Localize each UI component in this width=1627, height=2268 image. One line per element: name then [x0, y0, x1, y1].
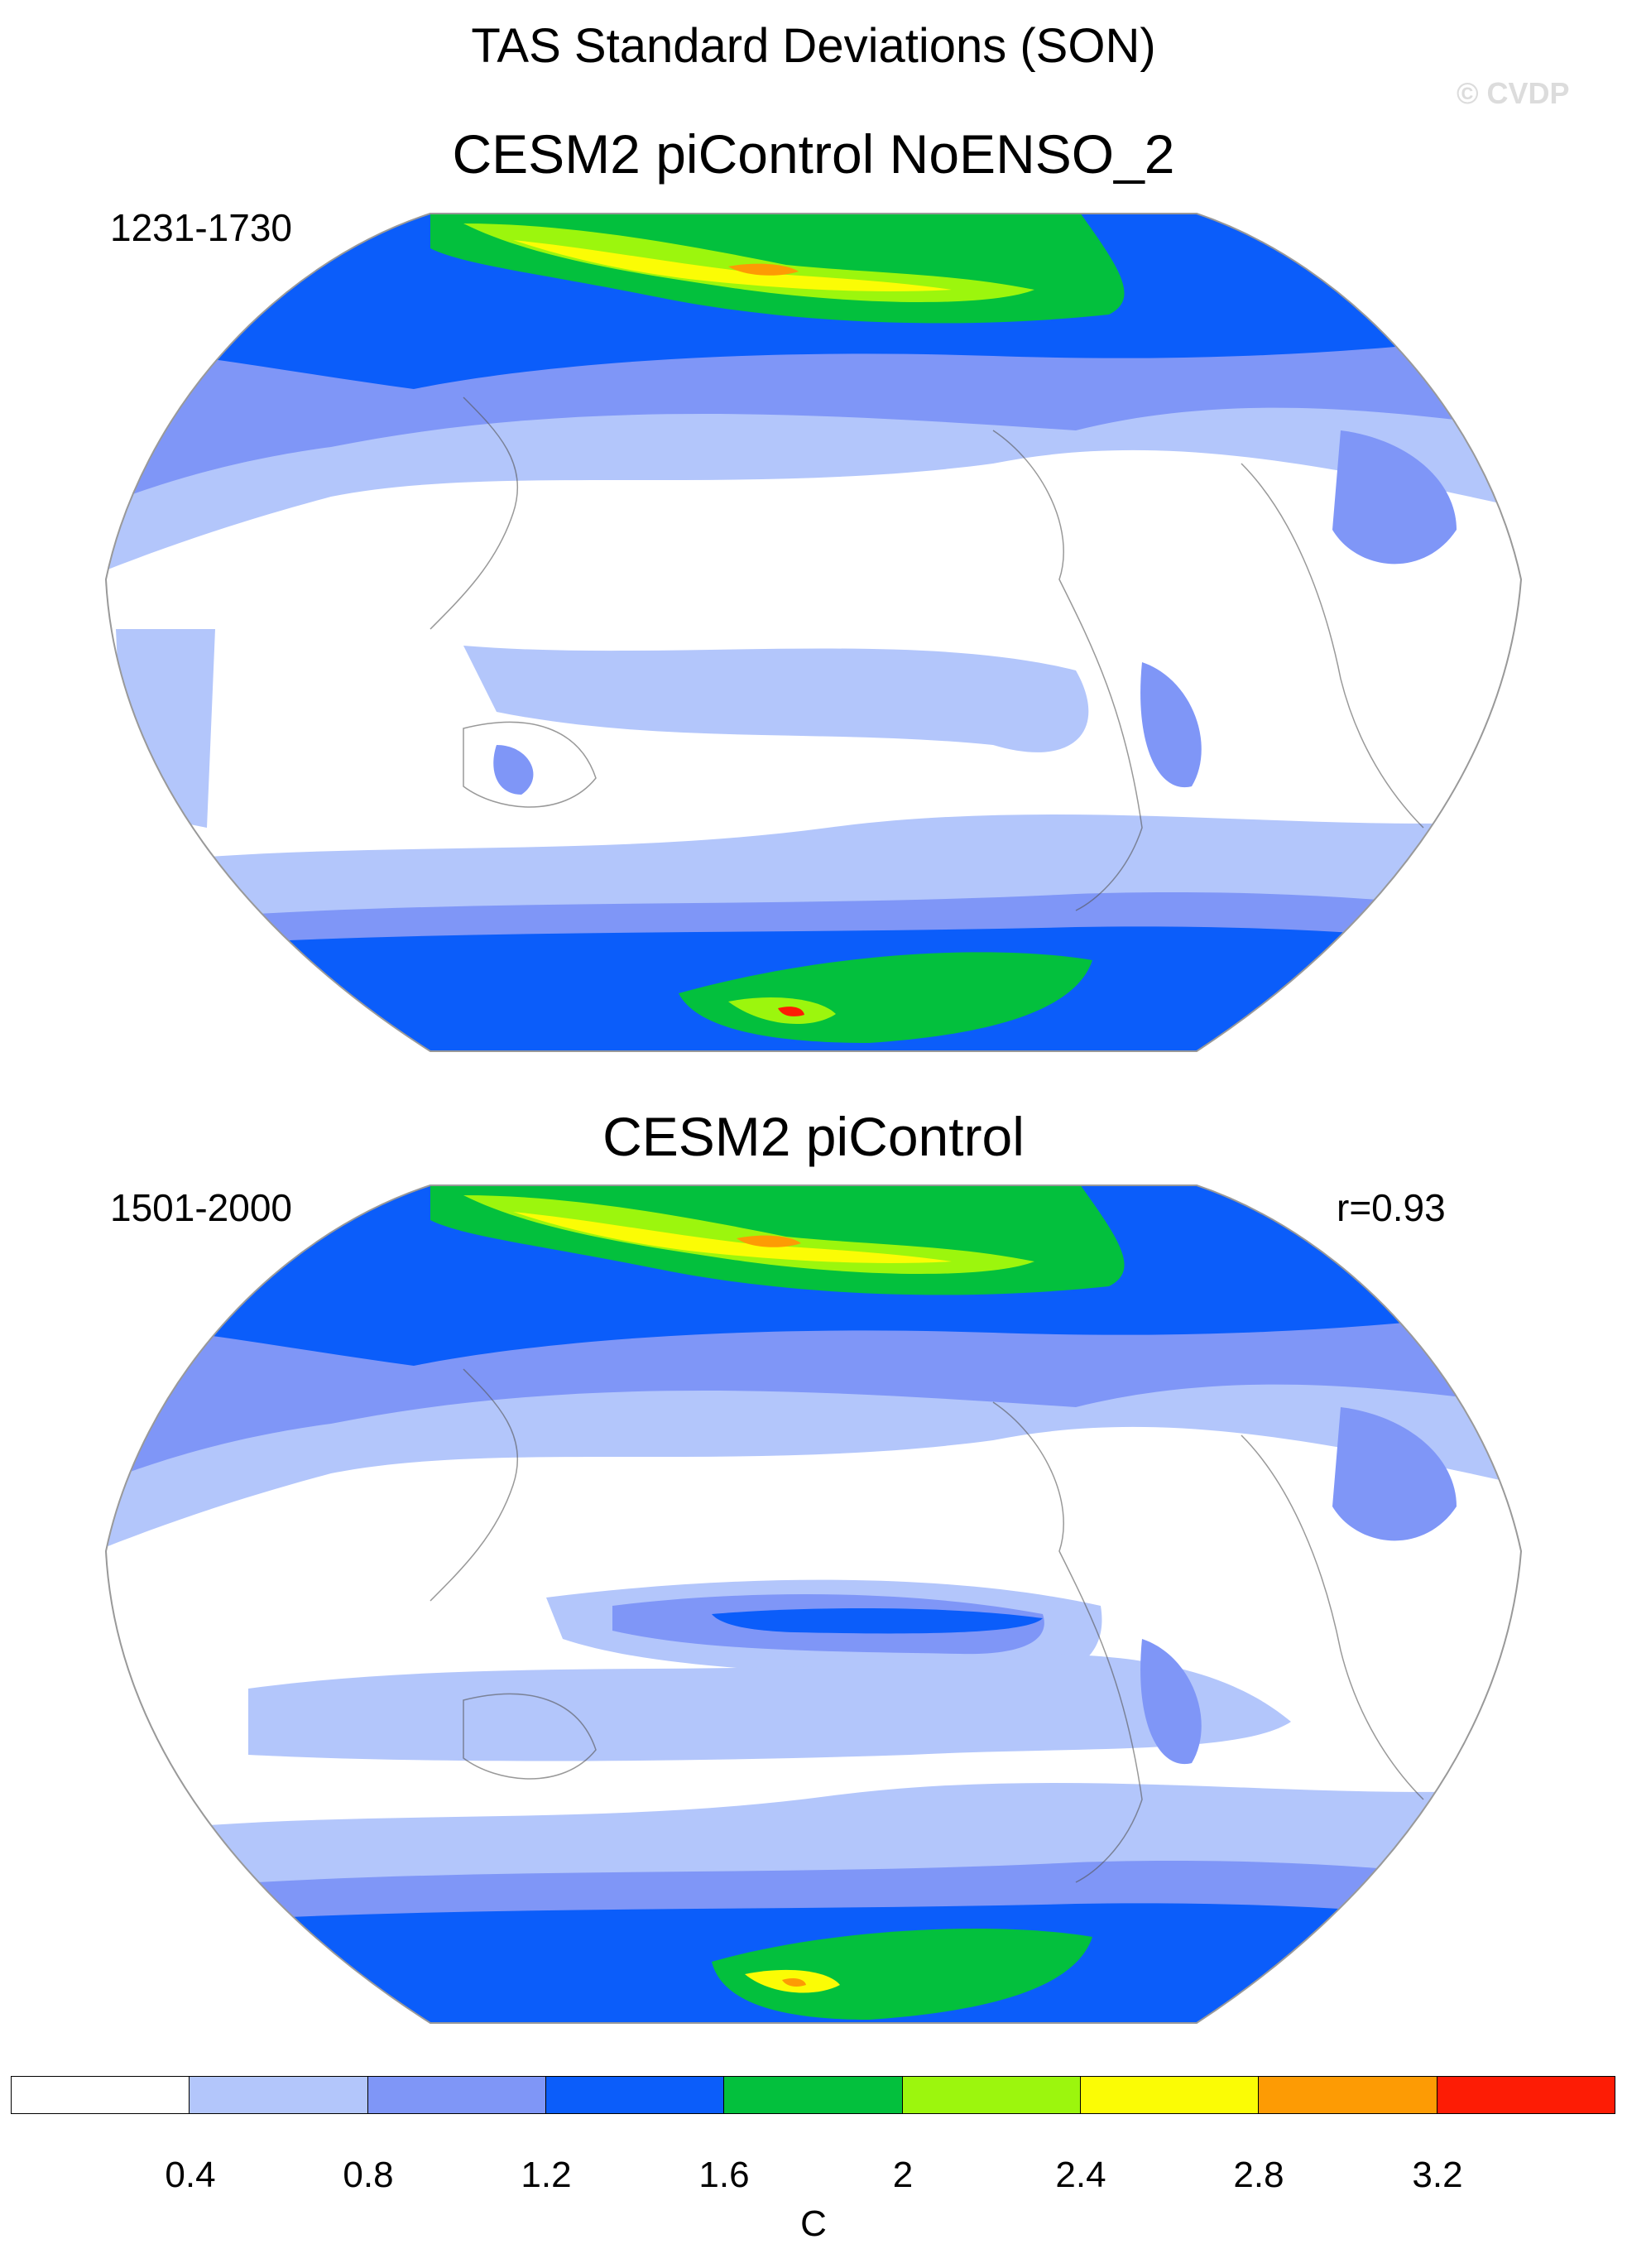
colorbar: [11, 2076, 1615, 2114]
colorbar-box-5: [901, 2076, 1081, 2114]
map-2-fill: [106, 1185, 1521, 2023]
map-1-fill: [106, 214, 1521, 1051]
colorbar-box-4: [723, 2076, 903, 2114]
panel-2-period: 1501-2000: [110, 1186, 292, 1229]
map-1-border: [104, 213, 1523, 1052]
colorbar-tick-label: 2.4: [1055, 2155, 1106, 2195]
map-1-coastlines: [430, 396, 1424, 911]
colorbar-tick-label: 1.2: [521, 2155, 572, 2195]
colorbar-box-7: [1258, 2076, 1437, 2114]
map-2-border: [104, 1184, 1523, 2024]
panel-2-correlation: r=0.93: [1337, 1186, 1446, 1229]
colorbar-box-2: [367, 2076, 546, 2114]
colorbar-tick-label: 0.4: [165, 2155, 216, 2195]
colorbar-tick-label: 2: [892, 2155, 914, 2195]
colorbar-box-1: [189, 2076, 368, 2114]
colorbar-box-6: [1079, 2076, 1260, 2114]
page-title: TAS Standard Deviations (SON): [471, 19, 1156, 73]
colorbar-box-0: [11, 2076, 190, 2114]
colorbar-unit-label: C: [800, 2203, 827, 2244]
map-2-coastlines: [430, 1368, 1424, 1883]
panel-1-title: CESM2 piControl NoENSO_2: [452, 123, 1175, 185]
colorbar-tick-label: 3.2: [1412, 2155, 1463, 2195]
watermark: © CVDP: [1457, 76, 1570, 110]
colorbar-box-3: [545, 2076, 725, 2114]
colorbar-tick-label: 1.6: [698, 2155, 750, 2195]
panel-1-period: 1231-1730: [110, 206, 292, 249]
colorbar-tick-label: 2.8: [1233, 2155, 1284, 2195]
colorbar-tick-label: 0.8: [343, 2155, 394, 2195]
colorbar-box-8: [1436, 2076, 1615, 2114]
panel-2-title: CESM2 piControl: [602, 1106, 1025, 1167]
